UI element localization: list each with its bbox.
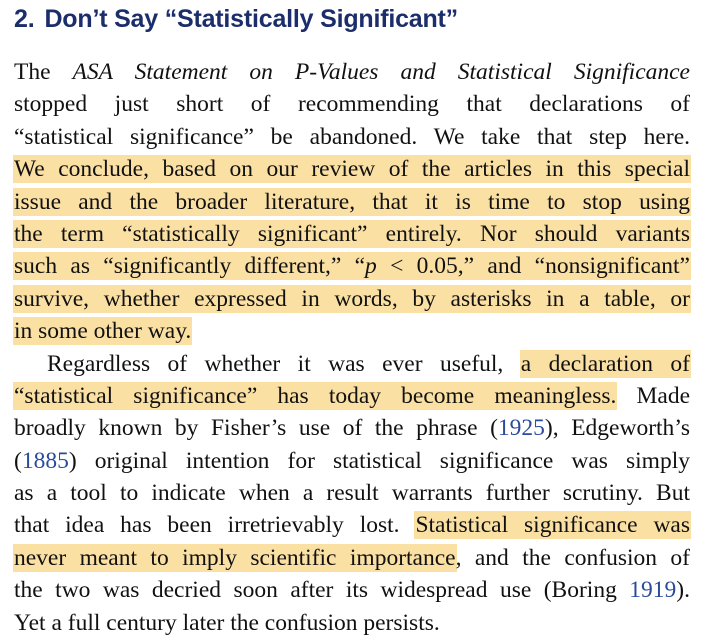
text-run: “statistical significance” be abandoned.… (14, 123, 690, 150)
text-run: The (14, 59, 73, 85)
text-run: as a tool to indicate when a result warr… (14, 480, 690, 507)
section-number: 2. (14, 5, 35, 33)
text-line: “statistical significance” be abandoned.… (14, 121, 690, 153)
highlighted-text: survive, whether expressed in words, by … (14, 285, 690, 312)
text-run: ( (14, 447, 22, 474)
text-run: ) original intention for statistical sig… (68, 447, 690, 474)
text-run: stopped just short of recommending that … (14, 91, 690, 118)
text-line: the term “statistically significant” ent… (14, 218, 690, 250)
highlighted-text: < 0.05,” and “nonsignificant” (376, 253, 690, 280)
text-line: that idea has been irretrievably lost. S… (14, 509, 690, 541)
text-line: We conclude, based on our review of the … (14, 153, 690, 185)
text-line: issue and the broader literature, that i… (14, 186, 690, 218)
highlighted-text: a declaration of (520, 350, 690, 377)
text-run: Regardless of whether it was ever useful… (47, 350, 521, 377)
text-run: Made (616, 382, 690, 409)
text-line: such as “significantly different,” “p < … (14, 250, 690, 282)
text-run: ), Edgeworth’s (544, 415, 690, 442)
text-line: stopped just short of recommending that … (14, 88, 690, 120)
text-line: never meant to imply scientific importan… (14, 542, 690, 574)
text-line: the two was decried soon after its wides… (14, 574, 690, 606)
text-line: Yet a full century later the confusion p… (14, 607, 690, 639)
body-text: The ASA Statement on P-Values and Statis… (14, 56, 690, 639)
text-line: Regardless of whether it was ever useful… (14, 348, 690, 380)
highlighted-text: never meant to imply scientific importan… (14, 544, 456, 571)
highlighted-text: in some other way. (14, 318, 192, 345)
text-run: that idea has been irretrievably lost. (14, 512, 416, 539)
text-line: “statistical significance” has today bec… (14, 380, 690, 412)
highlighted-text: such as “significantly different,” “ (14, 253, 366, 280)
text-line: (1885) original intention for statistica… (14, 445, 690, 477)
highlighted-text: “statistical significance” has today bec… (14, 382, 617, 409)
text-line: The ASA Statement on P-Values and Statis… (14, 56, 690, 88)
italic-text: ASA Statement on P-Values and Statistica… (72, 59, 690, 85)
citation-year-link[interactable]: 1885 (21, 447, 69, 474)
text-run: the two was decried soon after its wides… (14, 577, 630, 604)
text-line: as a tool to indicate when a result warr… (14, 477, 690, 509)
highlighted-text: Statistical significance was (415, 512, 690, 539)
highlighted-text: p (365, 253, 377, 280)
text-run: broadly known by Fisher’s use of the phr… (14, 415, 498, 442)
citation-year-link[interactable]: 1925 (497, 415, 545, 442)
section-heading: 2. Don’t Say “Statistically Significant” (14, 2, 458, 36)
text-run: , and the confusion of (455, 544, 690, 571)
highlighted-text: the term “statistically significant” ent… (14, 220, 690, 247)
section-title: Don’t Say “Statistically Significant” (44, 5, 458, 33)
citation-year-link[interactable]: 1919 (629, 577, 677, 604)
text-run: ). (676, 577, 690, 604)
text-line: survive, whether expressed in words, by … (14, 283, 690, 315)
text-run: Yet a full century later the confusion p… (14, 609, 440, 636)
highlighted-text: We conclude, based on our review of the … (14, 156, 690, 183)
text-line: broadly known by Fisher’s use of the phr… (14, 412, 690, 444)
highlighted-text: issue and the broader literature, that i… (14, 188, 690, 215)
text-line: in some other way. (14, 315, 690, 347)
